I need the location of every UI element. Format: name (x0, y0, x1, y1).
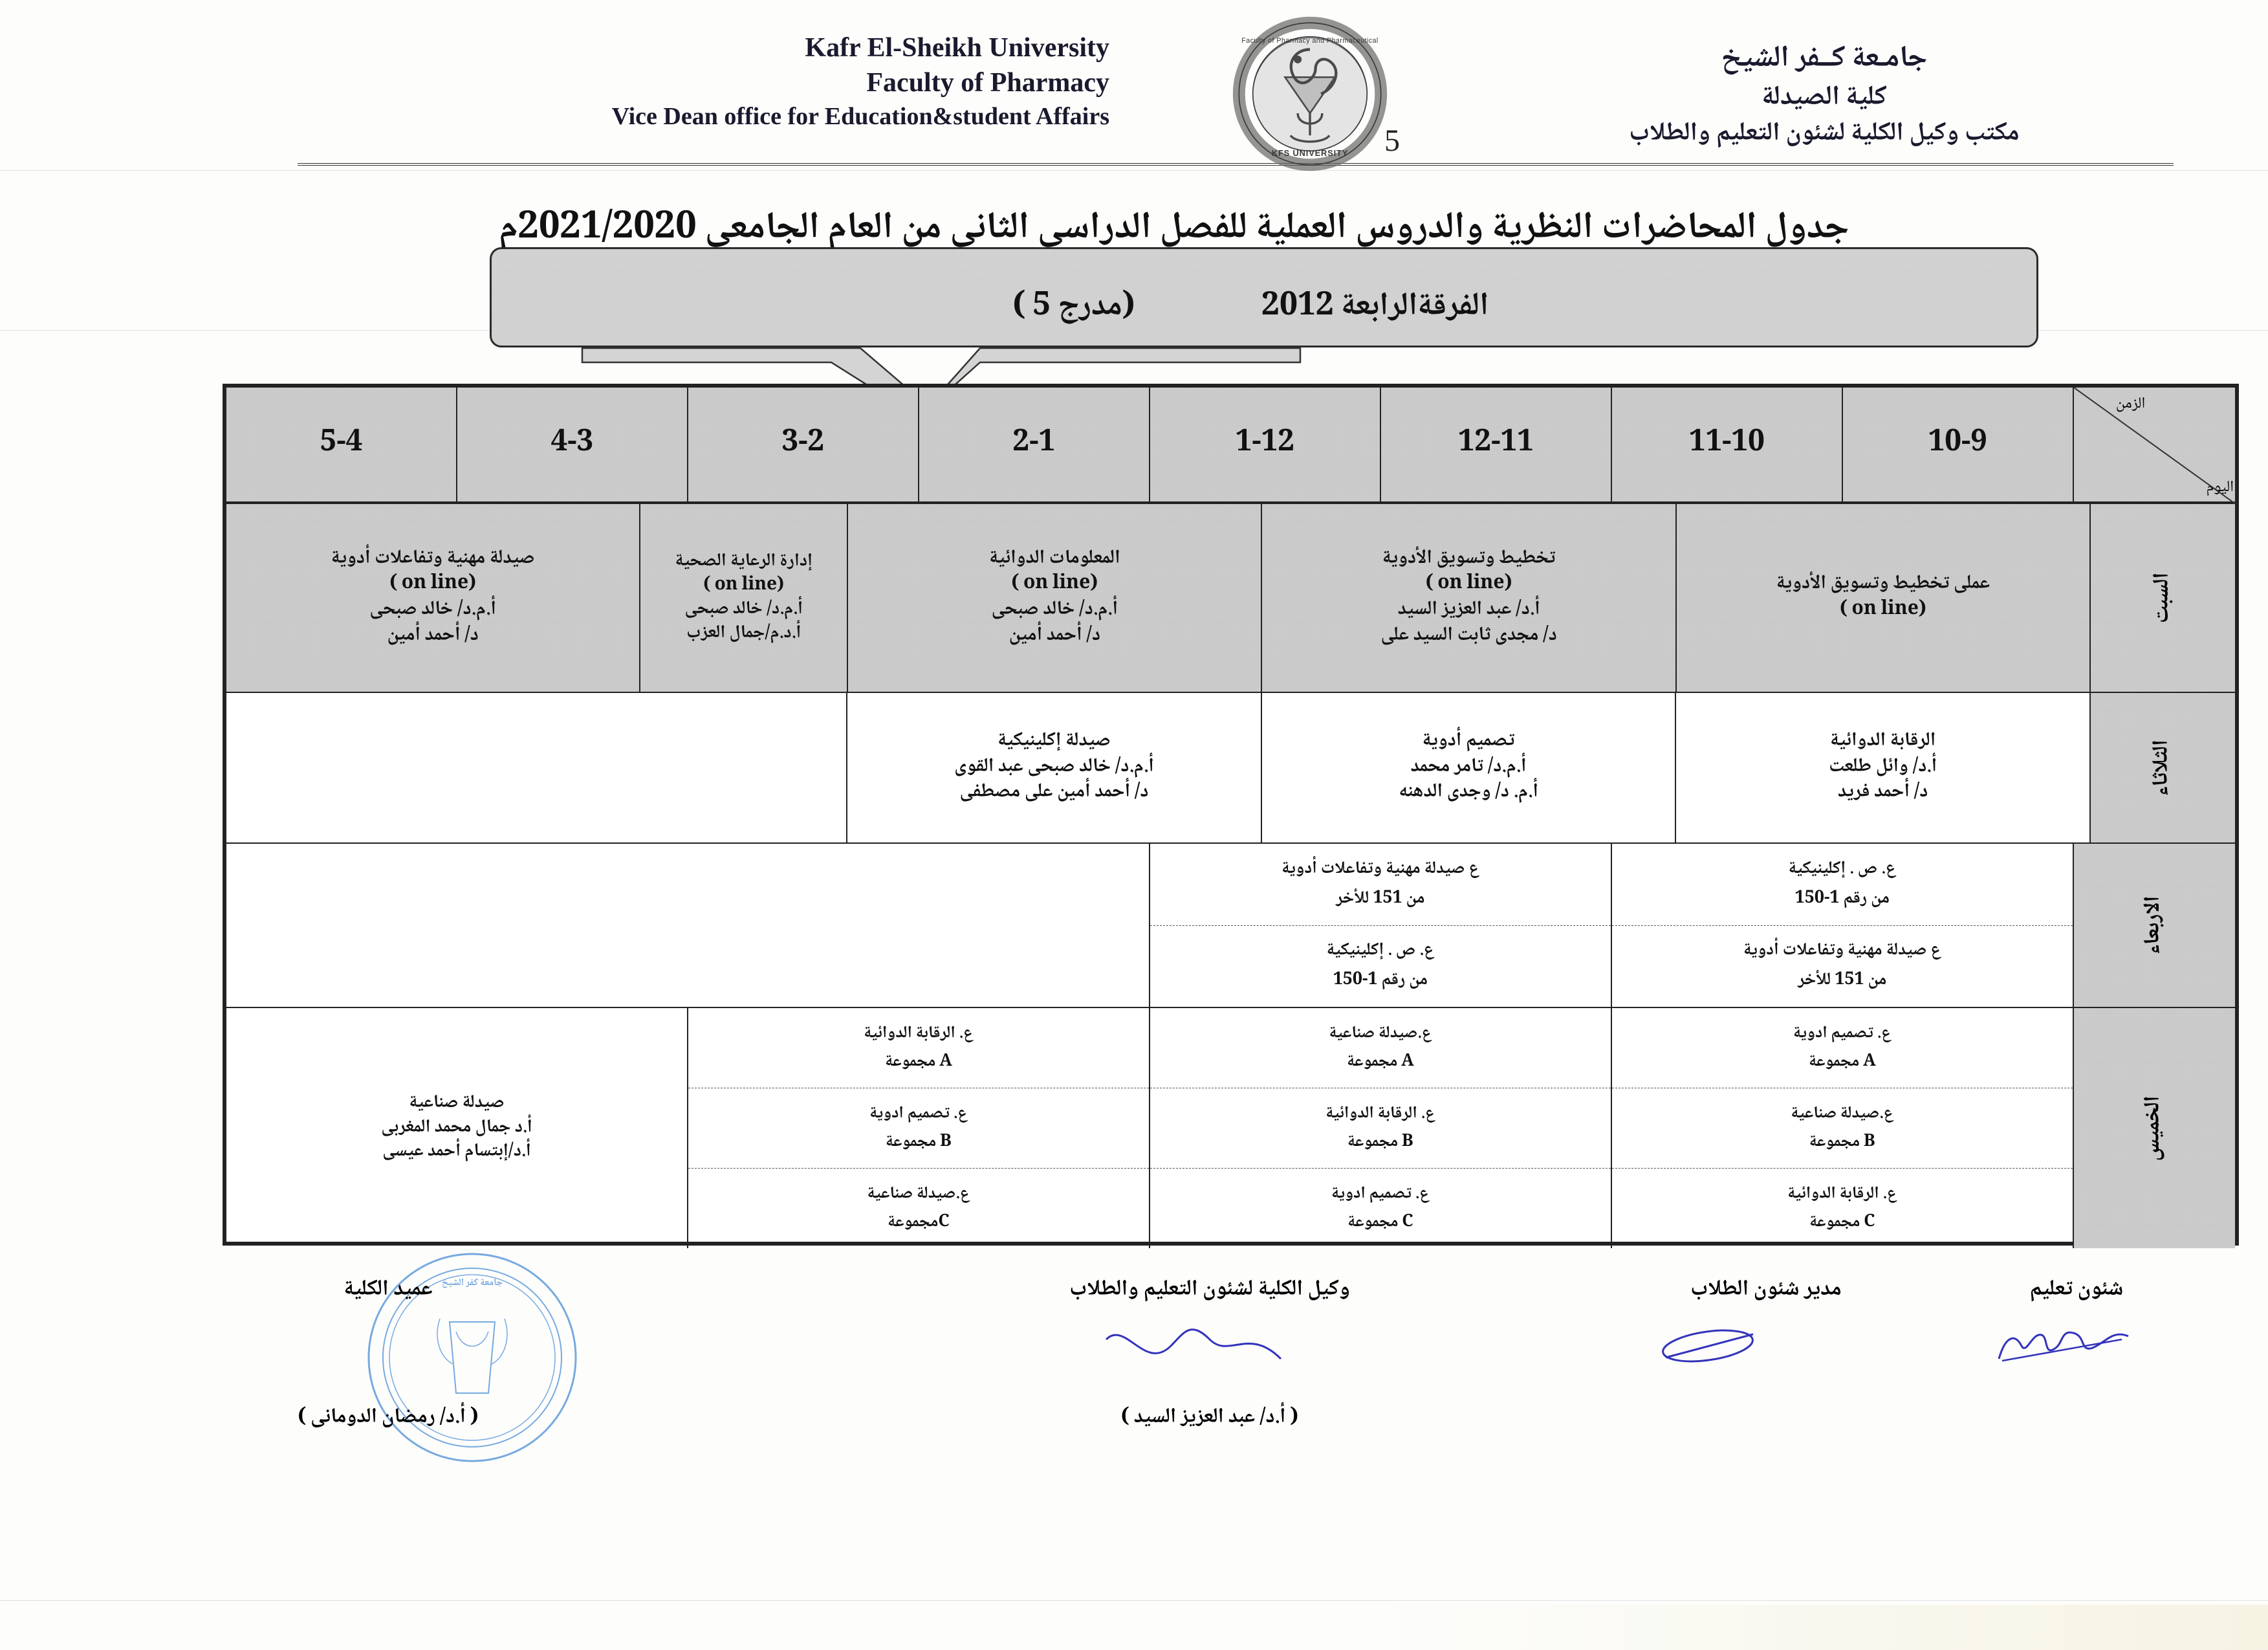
svg-text:KFS UNIVERSITY: KFS UNIVERSITY (1272, 148, 1348, 158)
svg-text:جامعة كفر الشيخ: جامعة كفر الشيخ (442, 1275, 503, 1292)
svg-text:Faculty of Pharmacy and Pharma: Faculty of Pharmacy and Pharmaceutical (1241, 37, 1378, 45)
